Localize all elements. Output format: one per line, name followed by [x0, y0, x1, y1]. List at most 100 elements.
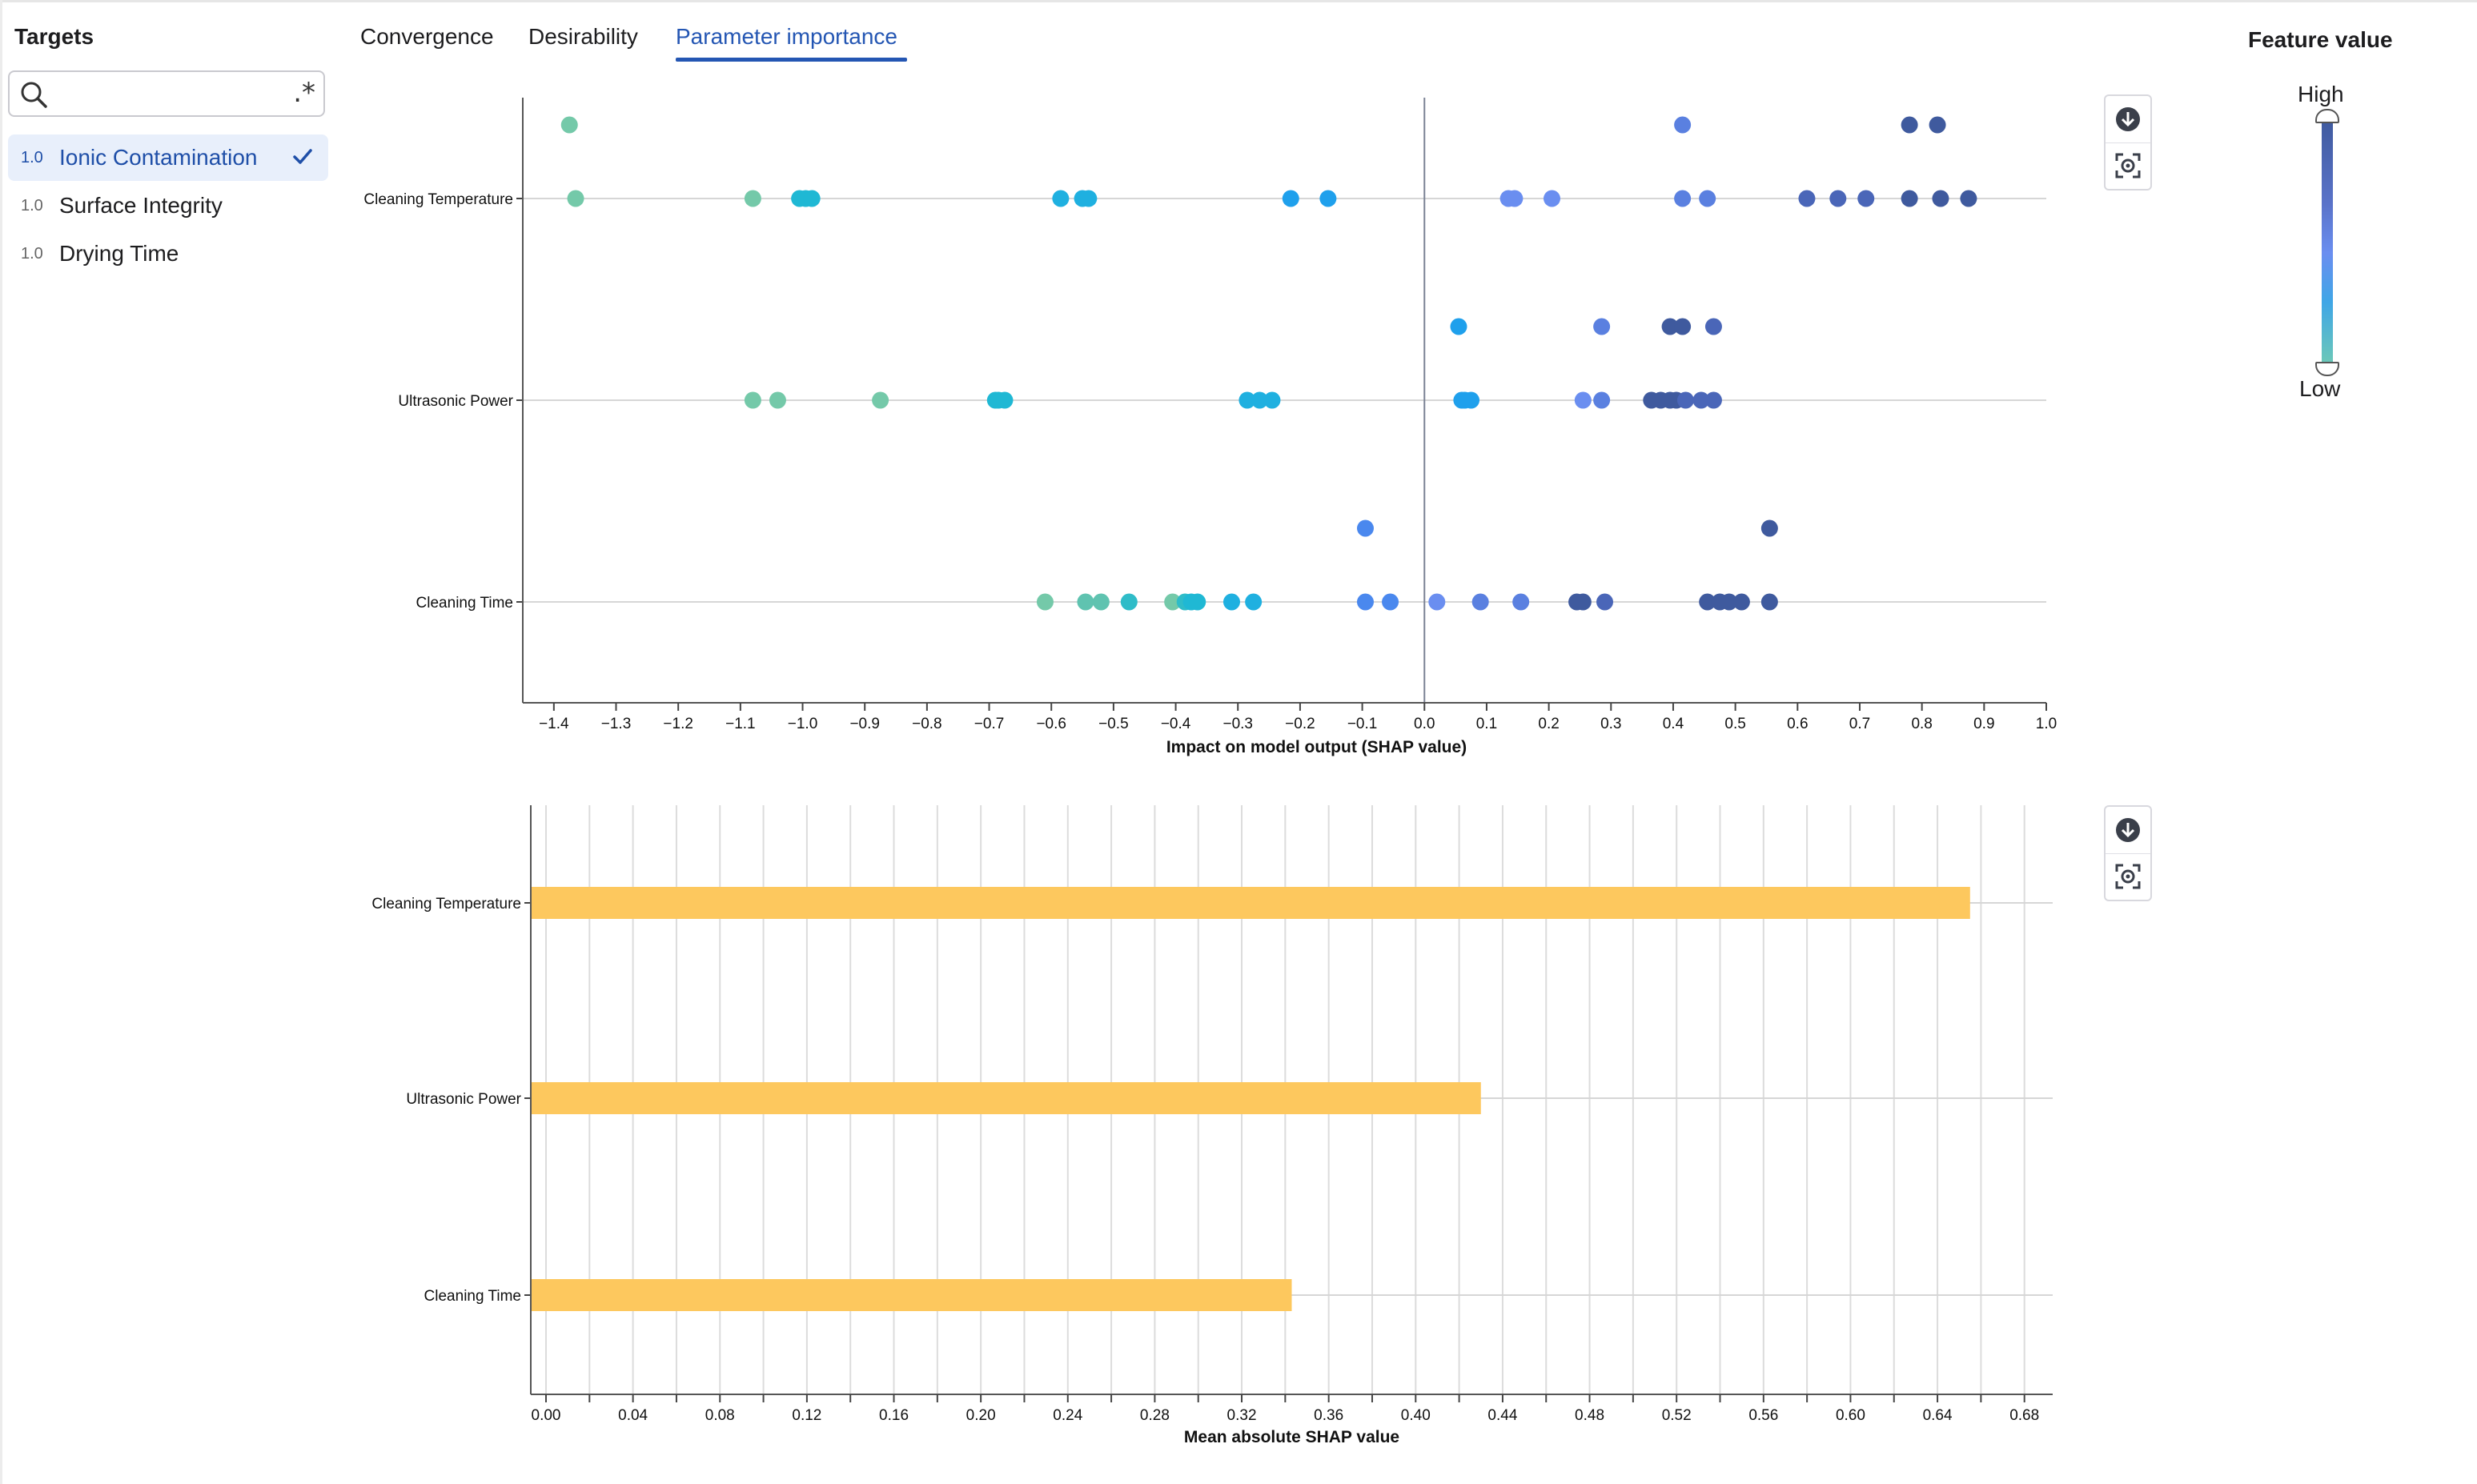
- x-tick-label: 0.36: [1314, 1407, 1343, 1424]
- tab-convergence[interactable]: Convergence: [360, 24, 494, 49]
- data-point: [1932, 190, 1949, 207]
- legend-high-label: High: [2298, 82, 2344, 106]
- data-point: [1674, 190, 1692, 207]
- data-point: [1674, 318, 1692, 335]
- legend-title: Feature value: [2248, 27, 2393, 52]
- x-tick-label: 0.16: [879, 1407, 909, 1424]
- download-icon: [2116, 818, 2140, 842]
- data-point: [1251, 391, 1268, 409]
- target-item-drying-time[interactable]: 1.0 Drying Time: [8, 231, 328, 277]
- search-input[interactable]: [58, 78, 285, 110]
- data-point: [744, 190, 761, 207]
- data-point: [1596, 593, 1614, 611]
- x-tick-label: 0.8: [1911, 716, 1932, 732]
- data-point: [1428, 593, 1446, 611]
- target-weight: 1.0: [21, 197, 43, 215]
- x-tick-label: 0.7: [1849, 716, 1870, 732]
- data-point: [1574, 391, 1592, 409]
- y-category-label: Cleaning Time: [416, 595, 513, 612]
- x-tick-label: −0.4: [1161, 716, 1191, 732]
- x-tick-label: 0.32: [1227, 1407, 1257, 1424]
- x-tick-label: 0.04: [618, 1407, 648, 1424]
- x-tick-label: −0.3: [1222, 716, 1253, 732]
- data-point: [1222, 593, 1240, 611]
- target-search-box[interactable]: .*: [8, 70, 325, 117]
- bar[interactable]: [531, 1279, 1292, 1311]
- tab-parameter-importance[interactable]: Parameter importance: [676, 24, 898, 49]
- target-name: Ionic Contamination: [59, 145, 258, 170]
- data-point: [1356, 593, 1374, 611]
- data-point: [567, 190, 584, 207]
- y-category-label: Ultrasonic Power: [406, 1091, 521, 1108]
- fit-to-screen-icon: [2115, 153, 2141, 178]
- bar[interactable]: [531, 887, 1970, 919]
- data-point: [1319, 190, 1337, 207]
- target-item-ionic-contamination[interactable]: 1.0 Ionic Contamination: [8, 134, 328, 181]
- tab-desirability[interactable]: Desirability: [528, 24, 638, 49]
- x-tick-label: 0.2: [1538, 716, 1559, 732]
- x-tick-label: −0.6: [1036, 716, 1066, 732]
- feature-value-gradient: [2322, 118, 2333, 363]
- data-point: [1760, 519, 1778, 537]
- data-point: [1593, 391, 1611, 409]
- data-point: [1720, 593, 1738, 611]
- data-point: [996, 391, 1014, 409]
- target-name: Drying Time: [59, 241, 179, 266]
- x-tick-label: −0.9: [849, 716, 880, 732]
- x-tick-label: −1.1: [725, 716, 756, 732]
- sidebar-title: Targets: [14, 24, 94, 49]
- left-border: [0, 0, 2, 1484]
- data-point: [1245, 593, 1263, 611]
- x-tick-label: −0.1: [1347, 716, 1378, 732]
- data-point: [1661, 318, 1679, 335]
- x-tick-label: 0.5: [1724, 716, 1745, 732]
- data-point: [1282, 190, 1299, 207]
- x-tick-label: 0.56: [1748, 1407, 1778, 1424]
- beeswarm-chart: Cleaning Temperature Ultrasonic Power Clea…: [363, 98, 2057, 756]
- checkmark-icon: [293, 149, 312, 164]
- fit-to-screen-button[interactable]: [2106, 142, 2150, 189]
- x-tick-label: 0.52: [1662, 1407, 1692, 1424]
- data-point: [1674, 116, 1692, 134]
- data-point: [1077, 593, 1094, 611]
- bar-chart-toolbar: [2104, 805, 2152, 901]
- x-tick-label: 1.0: [2036, 716, 2057, 732]
- legend-low-label: Low: [2299, 376, 2341, 401]
- target-weight: 1.0: [21, 245, 43, 263]
- data-point: [1120, 593, 1138, 611]
- data-point: [1036, 593, 1054, 611]
- data-point: [1382, 593, 1399, 611]
- bar[interactable]: [531, 1082, 1481, 1114]
- fit-to-screen-button[interactable]: [2106, 853, 2150, 900]
- target-name: Surface Integrity: [59, 193, 223, 218]
- data-point: [560, 116, 578, 134]
- data-point: [1092, 593, 1110, 611]
- data-point: [1704, 318, 1722, 335]
- x-tick-label: −0.8: [912, 716, 942, 732]
- legend-low-handle[interactable]: [2315, 362, 2339, 376]
- legend-high-handle[interactable]: [2315, 109, 2339, 123]
- x-tick-label: 0.68: [2009, 1407, 2039, 1424]
- targets-sidebar: Targets .* 1.0 Ionic Contamination 1.0 S…: [0, 0, 336, 1484]
- target-weight: 1.0: [21, 149, 43, 166]
- x-tick-label: −1.0: [788, 716, 818, 732]
- x-tick-label: 0.20: [966, 1407, 996, 1424]
- data-point: [1901, 116, 1918, 134]
- y-category-label: Ultrasonic Power: [398, 393, 513, 410]
- x-tick-label: 0.1: [1476, 716, 1497, 732]
- target-item-surface-integrity[interactable]: 1.0 Surface Integrity: [8, 182, 328, 229]
- x-tick-label: −1.4: [539, 716, 569, 732]
- download-button[interactable]: [2106, 96, 2150, 143]
- data-point: [1829, 190, 1847, 207]
- x-tick-label: 0.64: [1923, 1407, 1953, 1424]
- data-point: [1901, 190, 1918, 207]
- data-point: [1463, 391, 1480, 409]
- download-button[interactable]: [2106, 807, 2150, 854]
- data-point: [803, 190, 821, 207]
- y-category-label: Cleaning Time: [424, 1288, 521, 1305]
- data-point: [872, 391, 889, 409]
- data-point: [1164, 593, 1182, 611]
- x-tick-label: −0.2: [1285, 716, 1315, 732]
- regex-toggle-icon[interactable]: .*: [293, 77, 315, 109]
- data-point: [744, 391, 761, 409]
